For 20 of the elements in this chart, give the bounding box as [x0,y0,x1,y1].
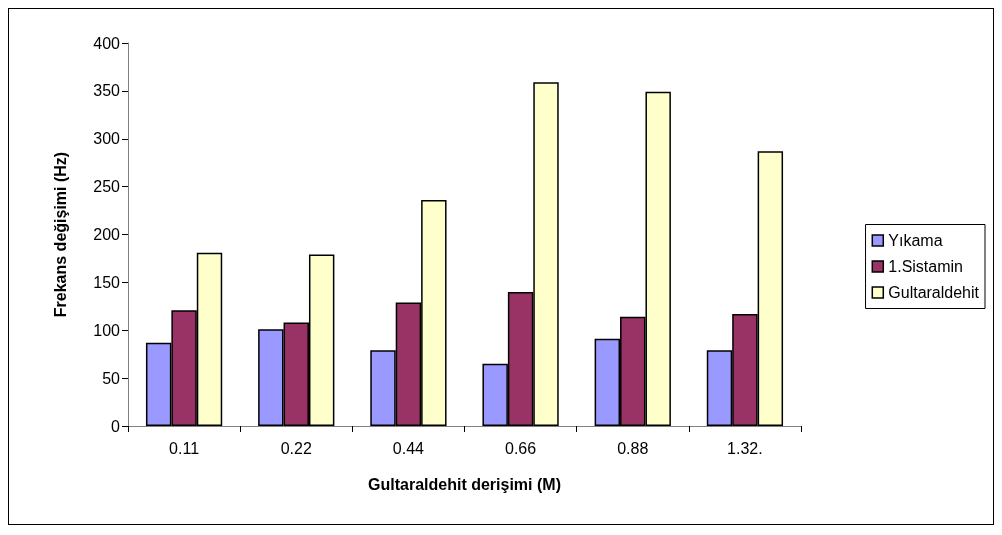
x-tick-label: 0.44 [392,439,425,457]
y-axis-title: Frekans değişimi (Hz) [51,151,69,318]
legend-label: Yıkama [888,232,943,249]
legend-label: Gultaraldehit [888,284,980,301]
y-tick-label: 100 [93,321,121,339]
y-tick-label: 250 [93,178,121,196]
y-tick-label: 150 [93,273,121,291]
x-tick-label: 1.32. [727,439,763,457]
y-tick-label: 50 [102,369,121,387]
legend-label: 1.Sistamin [888,258,963,275]
y-tick-label: 0 [111,417,121,435]
y-tick-label: 300 [93,130,121,148]
y-tick-label: 350 [93,82,121,100]
x-axis-title: Gultaraldehit derişimi (M) [368,475,561,493]
y-tick-label: 200 [93,226,121,243]
x-tick-label: 0.66 [505,439,537,457]
x-tick-label: 0.11 [169,439,200,457]
y-tick-label: 400 [93,34,121,52]
x-tick-label: 0.22 [280,439,312,457]
x-tick-label: 0.88 [617,439,649,457]
